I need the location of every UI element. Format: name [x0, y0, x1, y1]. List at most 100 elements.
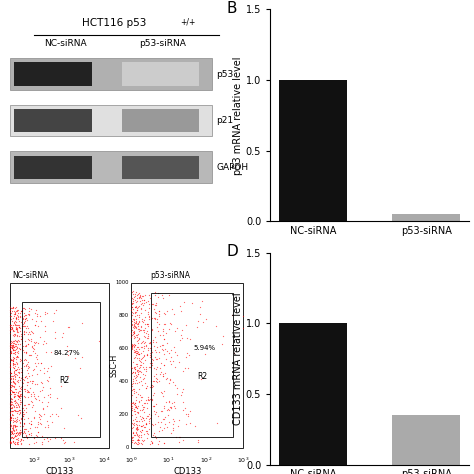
Point — [31, 423, 39, 430]
Point — [130, 324, 137, 331]
Point — [10, 368, 18, 376]
Point — [37, 359, 45, 367]
Point — [24, 388, 32, 395]
Point — [142, 365, 150, 373]
Point — [7, 326, 15, 333]
Point — [13, 439, 21, 447]
Point — [178, 331, 185, 338]
Point — [11, 399, 18, 407]
Point — [128, 370, 136, 377]
Point — [160, 335, 167, 343]
Point — [131, 365, 138, 373]
Point — [14, 348, 21, 356]
Point — [23, 433, 31, 441]
Point — [143, 399, 151, 406]
Point — [27, 392, 35, 400]
Point — [39, 340, 46, 347]
Point — [13, 422, 20, 429]
Point — [129, 379, 137, 387]
Point — [27, 384, 34, 392]
Point — [138, 296, 146, 304]
Point — [24, 378, 32, 386]
Point — [146, 354, 154, 361]
Point — [14, 349, 22, 357]
Point — [132, 372, 140, 379]
Point — [191, 423, 198, 430]
Point — [139, 421, 147, 429]
Point — [19, 412, 27, 419]
Point — [41, 310, 49, 317]
Point — [150, 314, 158, 321]
Point — [137, 439, 145, 447]
Point — [19, 342, 27, 350]
Point — [9, 303, 17, 311]
Point — [15, 365, 23, 373]
Point — [136, 293, 144, 301]
Point — [170, 398, 178, 406]
Point — [9, 414, 17, 421]
Point — [10, 364, 18, 372]
Point — [135, 397, 143, 405]
Point — [131, 312, 138, 320]
Point — [19, 379, 27, 386]
Point — [25, 310, 32, 318]
Point — [60, 424, 67, 432]
Point — [23, 362, 30, 370]
Point — [129, 399, 137, 407]
Point — [13, 328, 21, 336]
Point — [129, 420, 137, 428]
Point — [142, 291, 149, 299]
Point — [144, 396, 152, 403]
Point — [146, 294, 154, 302]
Point — [9, 418, 17, 426]
Point — [46, 384, 54, 392]
Point — [17, 307, 24, 315]
Point — [18, 378, 26, 386]
Point — [143, 350, 151, 357]
Point — [21, 401, 29, 409]
Point — [128, 340, 136, 348]
Point — [20, 410, 28, 418]
Point — [15, 387, 22, 394]
Point — [20, 318, 27, 326]
Point — [202, 315, 210, 322]
Point — [14, 392, 21, 400]
Point — [14, 325, 21, 332]
Point — [137, 396, 145, 403]
Text: $10^3$: $10^3$ — [63, 456, 76, 465]
Point — [160, 404, 167, 411]
Point — [140, 296, 148, 304]
Point — [6, 321, 14, 329]
Point — [7, 370, 15, 377]
Point — [135, 438, 142, 446]
Point — [17, 394, 24, 401]
Point — [10, 343, 18, 351]
Point — [14, 392, 22, 400]
Text: R2: R2 — [60, 375, 70, 384]
Point — [132, 429, 139, 437]
Point — [153, 356, 160, 363]
Point — [10, 388, 18, 395]
Point — [128, 424, 136, 432]
Point — [50, 309, 58, 317]
Point — [149, 338, 156, 346]
Point — [144, 427, 151, 435]
Point — [130, 342, 137, 350]
Bar — [22, 301, 100, 437]
Point — [129, 330, 137, 337]
Point — [167, 404, 175, 411]
Point — [128, 405, 136, 412]
Point — [20, 385, 27, 392]
Point — [11, 310, 19, 318]
Point — [25, 351, 32, 358]
Point — [44, 399, 51, 406]
Point — [34, 371, 41, 378]
Point — [153, 375, 161, 383]
Point — [12, 416, 19, 424]
Point — [46, 436, 54, 443]
Point — [147, 357, 155, 365]
Point — [17, 332, 25, 339]
Point — [143, 352, 151, 359]
Point — [7, 378, 15, 385]
Point — [18, 391, 25, 398]
